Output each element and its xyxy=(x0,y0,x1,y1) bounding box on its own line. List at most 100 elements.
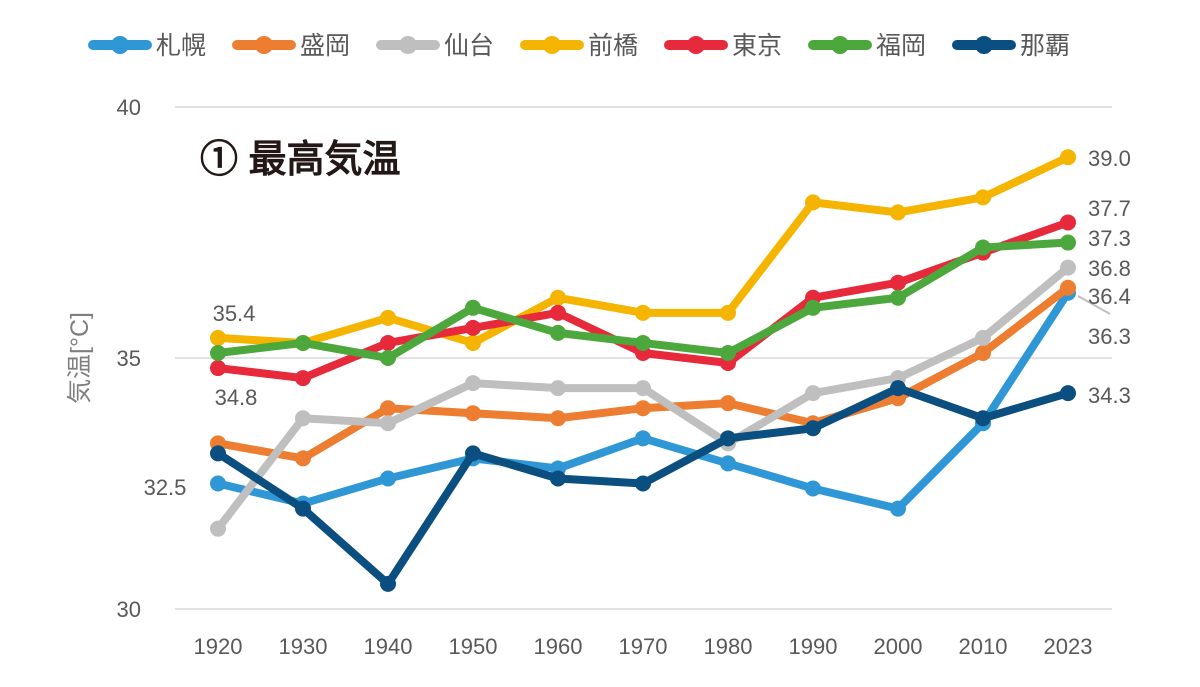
legend-item: 福岡 xyxy=(808,32,926,60)
data-point xyxy=(720,455,736,472)
data-point xyxy=(295,334,311,351)
legend-item: 那覇 xyxy=(952,32,1070,60)
data-label: 35.4 xyxy=(213,301,256,326)
x-tick-label: 1930 xyxy=(279,634,328,659)
data-point xyxy=(805,299,821,316)
legend-label: 仙台 xyxy=(444,32,494,60)
data-point xyxy=(550,470,566,487)
legend-label: 前橋 xyxy=(588,32,638,60)
data-point xyxy=(635,400,651,417)
data-point xyxy=(380,334,396,351)
data-point xyxy=(380,415,396,432)
data-point xyxy=(720,344,736,361)
data-point xyxy=(635,380,651,397)
data-point xyxy=(805,385,821,402)
data-point xyxy=(890,380,906,397)
legend-dot-marker xyxy=(255,36,273,54)
data-point xyxy=(1060,279,1076,296)
legend-label: 盛岡 xyxy=(300,32,350,60)
data-label: 37.7 xyxy=(1088,196,1131,221)
data-point xyxy=(380,470,396,487)
legend-dot-marker xyxy=(975,36,993,54)
data-point xyxy=(465,334,481,351)
data-label: 32.5 xyxy=(144,475,187,500)
data-point xyxy=(975,329,991,346)
data-point xyxy=(465,375,481,392)
data-point xyxy=(550,289,566,306)
data-point xyxy=(295,410,311,427)
data-point xyxy=(210,475,226,492)
data-point xyxy=(295,500,311,517)
x-tick-label: 1920 xyxy=(194,634,243,659)
series-lines xyxy=(210,149,1076,592)
data-point xyxy=(975,410,991,427)
legend-dot-marker xyxy=(111,36,129,54)
data-point xyxy=(635,304,651,321)
data-point xyxy=(550,410,566,427)
data-label: 37.3 xyxy=(1088,226,1131,251)
y-tick-label: 40 xyxy=(117,95,141,120)
data-point xyxy=(380,350,396,366)
data-point xyxy=(805,420,821,437)
data-point xyxy=(1060,214,1076,231)
data-point xyxy=(550,304,566,321)
data-point xyxy=(1060,259,1076,276)
x-axis-tick-labels: 1920 1930 1940 1950 1960 1970 1980 1990 2000 2010… xyxy=(194,634,1093,659)
x-tick-label: 1970 xyxy=(619,634,668,659)
y-axis-tick-labels: 40 35 30 xyxy=(117,95,141,622)
data-point xyxy=(1060,385,1076,402)
data-point xyxy=(890,289,906,306)
data-point xyxy=(805,480,821,497)
data-point xyxy=(720,430,736,447)
legend-label: 那覇 xyxy=(1020,32,1070,60)
x-tick-label: 2010 xyxy=(959,634,1008,659)
y-tick-label: 30 xyxy=(117,597,141,622)
data-point xyxy=(1060,234,1076,251)
data-point xyxy=(380,400,396,417)
x-tick-label: 1950 xyxy=(449,634,498,659)
data-point xyxy=(890,204,906,221)
data-point xyxy=(465,299,481,316)
legend-label: 札幌 xyxy=(156,32,206,60)
data-point xyxy=(720,395,736,412)
legend-dot-marker xyxy=(831,36,849,54)
legend-dot-marker xyxy=(399,36,417,54)
data-point xyxy=(635,430,651,447)
series-4 xyxy=(210,149,1076,351)
legend-item: 札幌 xyxy=(88,32,206,60)
legend-dot-marker xyxy=(543,36,561,54)
data-point xyxy=(210,520,226,537)
data-point xyxy=(380,575,396,592)
data-point xyxy=(380,309,396,326)
data-label: 34.8 xyxy=(215,385,258,410)
chart-title: ① 最高気温 xyxy=(200,139,401,181)
legend: 札幌 盛岡 仙台 前橋 東京 福岡 那覇 xyxy=(88,32,1070,60)
x-tick-label: 1990 xyxy=(789,634,838,659)
x-tick-label: 1940 xyxy=(364,634,413,659)
data-labels: 35.4 34.8 32.5 39.0 37.7 37.3 36.8 36.4 … xyxy=(144,146,1131,500)
data-label: 34.3 xyxy=(1088,383,1131,408)
x-tick-label: 1960 xyxy=(534,634,583,659)
x-tick-label: 2023 xyxy=(1044,634,1093,659)
data-point xyxy=(635,475,651,492)
data-label: 36.4 xyxy=(1088,284,1131,309)
data-label: 36.3 xyxy=(1088,324,1131,349)
data-point xyxy=(295,450,311,467)
data-point xyxy=(975,239,991,256)
legend-label: 東京 xyxy=(732,32,782,60)
x-tick-label: 2000 xyxy=(874,634,923,659)
data-point xyxy=(210,445,226,462)
legend-item: 前橋 xyxy=(520,32,638,60)
data-point xyxy=(720,304,736,321)
legend-item: 盛岡 xyxy=(232,32,350,60)
legend-label: 福岡 xyxy=(876,32,926,60)
data-point xyxy=(465,319,481,336)
data-point xyxy=(550,324,566,341)
data-point xyxy=(1060,149,1076,166)
data-point xyxy=(210,344,226,361)
data-point xyxy=(805,194,821,211)
data-point xyxy=(635,334,651,351)
data-point xyxy=(890,500,906,517)
